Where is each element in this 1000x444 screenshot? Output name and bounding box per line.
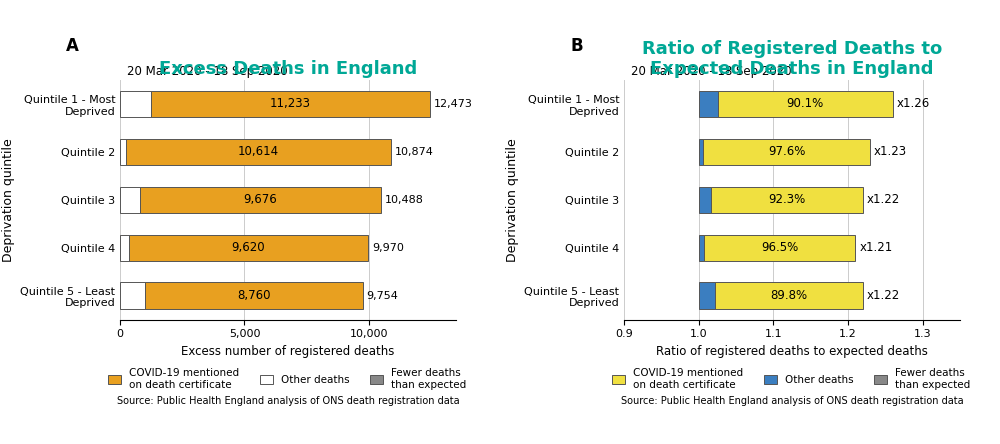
Text: 9,754: 9,754	[366, 291, 398, 301]
Text: x1.26: x1.26	[897, 98, 930, 111]
Bar	[120, 234, 129, 261]
Bar	[703, 139, 870, 165]
Text: 96.5%: 96.5%	[761, 241, 798, 254]
Bar	[120, 91, 151, 117]
Bar	[120, 139, 126, 165]
Text: 9,676: 9,676	[244, 193, 277, 206]
Bar	[715, 282, 863, 309]
Bar	[140, 186, 381, 213]
Text: 9,620: 9,620	[232, 241, 265, 254]
Bar	[129, 234, 368, 261]
Bar	[120, 186, 140, 213]
Text: 10,614: 10,614	[238, 145, 279, 159]
Text: Source: Public Health England analysis of ONS death registration data: Source: Public Health England analysis o…	[117, 396, 459, 406]
Text: 9,970: 9,970	[372, 243, 404, 253]
Bar	[120, 282, 145, 309]
Text: 89.8%: 89.8%	[771, 289, 808, 302]
Legend: COVID-19 mentioned
on death certificate, Other deaths, Fewer deaths
than expecte: COVID-19 mentioned on death certificate,…	[612, 368, 971, 390]
Text: Source: Public Health England analysis of ONS death registration data: Source: Public Health England analysis o…	[621, 396, 963, 406]
Bar	[151, 91, 430, 117]
Bar	[699, 186, 711, 213]
Text: 10,874: 10,874	[394, 147, 433, 157]
X-axis label: Excess number of registered deaths: Excess number of registered deaths	[181, 345, 395, 358]
Text: 90.1%: 90.1%	[787, 98, 824, 111]
Title: Ratio of Registered Deaths to
Expected Deaths in England: Ratio of Registered Deaths to Expected D…	[642, 40, 942, 78]
Text: x1.21: x1.21	[859, 241, 892, 254]
Text: 8,760: 8,760	[237, 289, 271, 302]
X-axis label: Ratio of registered deaths to expected deaths: Ratio of registered deaths to expected d…	[656, 345, 928, 358]
Bar	[718, 91, 893, 117]
Text: x1.23: x1.23	[874, 145, 907, 159]
Bar	[699, 139, 703, 165]
Text: 10,488: 10,488	[385, 195, 424, 205]
Bar	[704, 234, 855, 261]
Bar	[126, 139, 391, 165]
Title: Excess Deaths in England: Excess Deaths in England	[159, 60, 417, 78]
Text: 20 Mar 2020 - 18 Sep 2020: 20 Mar 2020 - 18 Sep 2020	[127, 64, 287, 78]
Text: 20 Mar 2020 - 18 Sep 2020: 20 Mar 2020 - 18 Sep 2020	[631, 64, 791, 78]
Y-axis label: Deprivation quintile: Deprivation quintile	[506, 138, 519, 262]
Y-axis label: Deprivation quintile: Deprivation quintile	[2, 138, 15, 262]
Text: 97.6%: 97.6%	[768, 145, 805, 159]
Text: x1.22: x1.22	[867, 289, 900, 302]
Bar	[145, 282, 363, 309]
Bar	[699, 234, 704, 261]
Text: 92.3%: 92.3%	[768, 193, 806, 206]
Bar	[699, 91, 718, 117]
Text: x1.22: x1.22	[867, 193, 900, 206]
Text: A: A	[66, 37, 79, 55]
Text: 12,473: 12,473	[434, 99, 473, 109]
Text: 11,233: 11,233	[270, 98, 311, 111]
Bar	[699, 282, 715, 309]
Legend: COVID-19 mentioned
on death certificate, Other deaths, Fewer deaths
than expecte: COVID-19 mentioned on death certificate,…	[108, 368, 467, 390]
Text: B: B	[570, 37, 583, 55]
Bar	[711, 186, 863, 213]
